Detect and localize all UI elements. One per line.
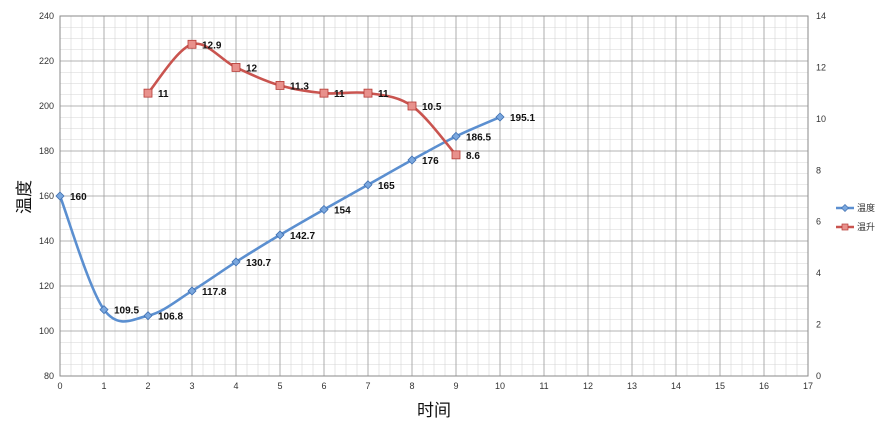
x-tick-label: 0: [57, 381, 62, 391]
data-label: 10.5: [422, 102, 442, 113]
data-label: 176: [422, 156, 439, 167]
x-tick-label: 4: [233, 381, 238, 391]
y-left-tick-label: 80: [44, 371, 54, 381]
y-right-tick-label: 8: [816, 165, 821, 175]
data-point-marker: [363, 180, 373, 190]
x-tick-label: 1: [101, 381, 106, 391]
x-tick-label: 16: [759, 381, 769, 391]
y-right-tick-label: 14: [816, 11, 826, 21]
data-point-marker: [55, 191, 65, 201]
y-right-tick-label: 12: [816, 62, 826, 72]
y-left-tick-label: 120: [39, 281, 54, 291]
y-left-tick-labels: 80 100 120 140 160 180 200 220 240: [39, 11, 54, 381]
y-right-tick-label: 0: [816, 371, 821, 381]
data-label: 106.8: [158, 312, 183, 323]
data-label: 11: [378, 89, 389, 100]
x-tick-label: 12: [583, 381, 593, 391]
x-tick-label: 5: [277, 381, 282, 391]
data-label: 165: [378, 181, 395, 192]
series-layer: [55, 39, 505, 323]
data-label: 160: [70, 192, 87, 203]
data-point-marker: [187, 286, 197, 296]
data-label: 142.7: [290, 231, 315, 242]
data-point-marker: [231, 257, 241, 267]
data-label: 109.5: [114, 306, 139, 317]
y-left-tick-label: 140: [39, 236, 54, 246]
data-point-marker: [451, 131, 461, 141]
data-label: 117.8: [202, 287, 227, 298]
data-point-marker: [407, 101, 417, 111]
y-right-tick-label: 10: [816, 114, 826, 124]
data-point-marker: [319, 88, 329, 98]
data-point-marker: [187, 39, 197, 49]
y-axis-title: 温度: [15, 180, 34, 214]
y-right-tick-label: 2: [816, 320, 821, 330]
x-tick-label: 8: [409, 381, 414, 391]
legend-label: 温度: [857, 202, 875, 213]
x-tick-label: 11: [539, 381, 548, 391]
data-label: 186.5: [466, 132, 491, 143]
x-tick-label: 15: [715, 381, 725, 391]
data-point-marker: [143, 311, 153, 321]
data-point-marker: [495, 112, 505, 122]
data-point-marker: [231, 63, 241, 72]
x-tick-label: 3: [189, 381, 194, 391]
x-tick-labels: 0 1 2 3 4 5 6 7 8 9 10 11 12 13 14 15 16 17: [57, 381, 813, 391]
series-line-1: [58, 115, 501, 323]
data-label: 154: [334, 206, 351, 217]
data-point-marker: [275, 81, 285, 90]
data-label: 11: [334, 89, 345, 100]
data-label: 12: [246, 63, 258, 74]
y-left-tick-label: 200: [39, 101, 54, 111]
data-label: 11: [158, 89, 169, 100]
data-point-marker: [319, 204, 329, 215]
y-left-tick-label: 180: [39, 146, 54, 156]
data-label: 12.9: [202, 40, 222, 51]
y-right-tick-labels: 0 2 4 6 8 10 12 14: [816, 11, 826, 381]
data-point-marker: [451, 150, 461, 160]
data-label: 195.1: [510, 113, 535, 124]
y-left-tick-label: 240: [39, 11, 54, 21]
x-tick-label: 6: [321, 381, 326, 391]
data-point-marker: [407, 155, 417, 165]
x-axis-title: 时间: [417, 401, 451, 420]
data-point-marker: [143, 88, 153, 98]
data-label: 8.6: [466, 151, 480, 162]
y-left-tick-label: 160: [39, 191, 54, 201]
data-label: 130.7: [246, 258, 271, 269]
x-tick-label: 14: [671, 381, 681, 391]
data-point-marker: [99, 305, 109, 315]
x-tick-label: 13: [627, 381, 637, 391]
y-left-tick-label: 100: [39, 326, 54, 336]
x-tick-label: 7: [365, 381, 370, 391]
x-tick-label: 10: [495, 381, 505, 391]
legend-label: 温升: [857, 222, 875, 232]
x-tick-label: 2: [145, 381, 150, 391]
data-labels: 160 109.5 106.8 117.8 130.7 142.7 154 165 176 186…: [70, 40, 535, 322]
legend-marker: [841, 204, 849, 212]
y-left-tick-label: 220: [39, 56, 54, 66]
data-point-marker: [275, 230, 285, 240]
x-tick-label: 17: [803, 381, 813, 391]
y-right-tick-label: 4: [816, 268, 821, 278]
x-tick-label: 9: [453, 381, 458, 391]
data-point-marker: [363, 88, 373, 98]
data-label: 11.3: [290, 81, 309, 92]
y-right-tick-label: 6: [816, 217, 821, 227]
legend-marker: [841, 223, 849, 231]
